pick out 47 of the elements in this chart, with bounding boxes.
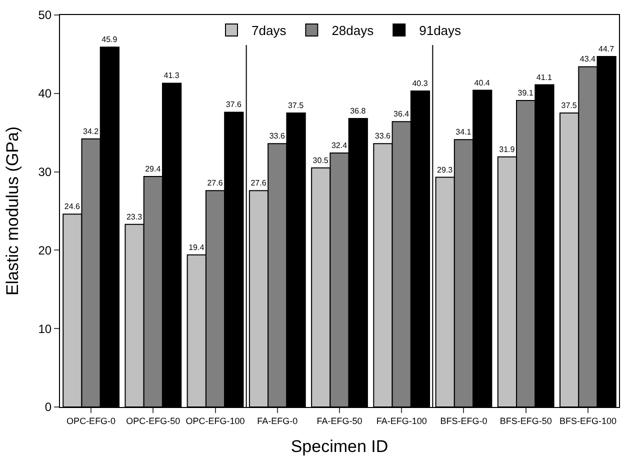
x-tick-label: FA-EFG-0 (257, 416, 298, 426)
data-label: 40.3 (412, 79, 428, 88)
x-tick-label: BFS-EFG-100 (559, 416, 616, 426)
legend-label: 28days (332, 23, 374, 38)
data-label: 27.6 (207, 178, 224, 188)
x-axis-title: Specimen ID (290, 437, 388, 456)
data-label: 43.4 (580, 54, 596, 64)
data-label: 29.3 (437, 165, 454, 174)
data-label: 44.7 (598, 44, 615, 54)
y-tick-label: 30 (38, 165, 52, 179)
data-label: 40.4 (474, 78, 490, 88)
data-label: 34.2 (82, 126, 100, 136)
x-tick-label: FA-EFG-100 (376, 416, 427, 426)
data-label: 36.8 (350, 106, 366, 116)
y-tick-label: 0 (44, 400, 52, 414)
legend-label: 7days (252, 23, 287, 38)
x-tick-label: OPC-EFG-50 (126, 416, 180, 426)
data-label: 45.9 (102, 35, 118, 44)
data-label: 37.6 (226, 100, 242, 110)
y-tick-label: 10 (38, 322, 52, 336)
data-label: 36.4 (394, 110, 410, 119)
data-label: 33.6 (374, 132, 392, 141)
y-tick-label: 50 (38, 8, 52, 22)
data-label: 32.4 (331, 140, 348, 150)
x-tick-label: BFS-EFG-50 (500, 416, 552, 426)
y-axis-title: Elastic modulus (GPa) (2, 126, 22, 296)
x-tick-label: OPC-EFG-0 (66, 416, 116, 426)
data-label: 23.3 (126, 212, 143, 222)
data-label: 41.3 (164, 71, 180, 80)
data-label: 39.1 (518, 88, 534, 98)
data-label: 30.5 (312, 156, 329, 165)
x-tick-label: FA-EFG-50 (316, 416, 362, 426)
data-label: 34.1 (456, 128, 472, 137)
y-tick-label: 20 (38, 243, 52, 258)
x-tick-label: BFS-EFG-0 (440, 416, 488, 426)
x-tick-label: OPC-EFG-100 (186, 416, 245, 426)
legend-label: 91days (419, 23, 462, 38)
data-label: 33.6 (269, 132, 286, 141)
y-tick-label: 40 (38, 86, 52, 101)
data-label: 37.5 (288, 101, 304, 110)
data-label: 19.4 (188, 242, 205, 252)
data-label: 24.6 (64, 202, 80, 212)
data-label: 29.4 (145, 164, 162, 174)
data-label: 37.5 (561, 101, 578, 110)
data-label: 31.9 (499, 144, 516, 154)
data-label: 27.6 (250, 178, 267, 188)
data-label: 41.1 (536, 72, 553, 82)
